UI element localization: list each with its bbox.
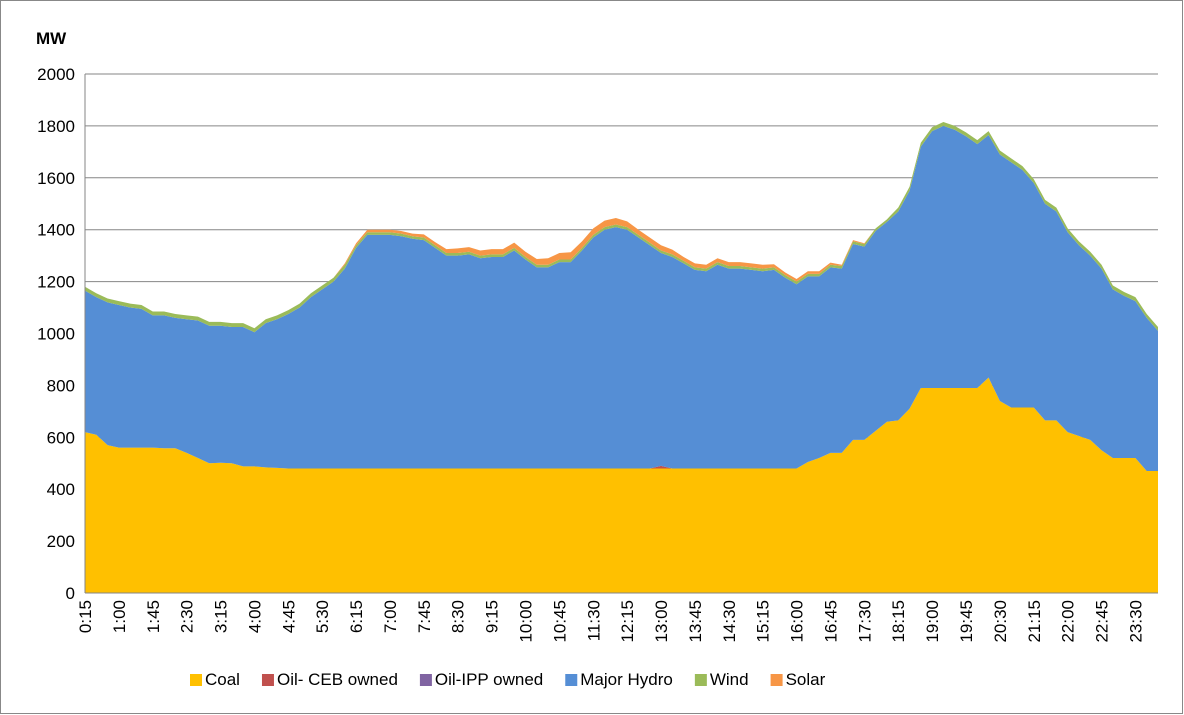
y-tick-label: 200 (47, 532, 75, 551)
legend-label: Solar (786, 670, 826, 689)
x-tick-label: 22:45 (1093, 600, 1112, 643)
legend: Coal Oil- CEB owned Oil-IPP owned Major Hyd… (190, 670, 826, 689)
y-tick-label: 1800 (37, 117, 75, 136)
x-tick-label: 5:30 (313, 600, 332, 633)
y-tick-label: 2000 (37, 65, 75, 84)
legend-swatch (261, 674, 274, 686)
x-tick-label: 22:00 (1059, 600, 1078, 643)
x-tick-label: 3:15 (212, 600, 231, 633)
y-tick-label: 800 (47, 376, 75, 395)
x-tick-label: 11:30 (584, 600, 603, 641)
x-tick-label: 10:00 (516, 600, 535, 643)
y-tick-label: 0 (66, 584, 75, 603)
area (85, 377, 1158, 593)
x-tick-label: 19:00 (923, 600, 942, 643)
x-tick-label: 2:30 (178, 600, 197, 633)
legend-label: Wind (710, 670, 749, 689)
x-tick-label: 12:15 (618, 600, 637, 643)
x-tick-label: 10:45 (550, 600, 569, 643)
legend-swatch (190, 674, 202, 686)
y-tick-label: 1400 (37, 221, 75, 240)
x-tick-label: 1:45 (144, 600, 163, 633)
y-tick-label: 1200 (37, 273, 75, 292)
x-tick-label: 0:15 (76, 600, 95, 633)
legend-swatch (419, 674, 432, 686)
x-tick-label: 7:00 (381, 600, 400, 633)
x-tick-label: 18:15 (889, 600, 908, 643)
x-tick-label: 19:45 (957, 600, 976, 643)
x-tick-label: 8:30 (449, 600, 468, 633)
legend-label: Major Hydro (580, 670, 673, 689)
x-tick-label: 4:00 (245, 600, 264, 633)
x-tick-label: 7:45 (415, 600, 434, 633)
x-tick-label: 17:30 (855, 600, 874, 643)
x-tick-label: 1:00 (110, 600, 129, 633)
y-tick-label: 1600 (37, 169, 75, 188)
area (85, 122, 1158, 333)
y-axis-label: MW (36, 29, 67, 48)
y-tick-label: 400 (47, 480, 75, 499)
x-tick-label: 13:45 (686, 600, 705, 643)
area (85, 125, 1158, 472)
x-tick-label: 16:00 (788, 600, 807, 643)
legend-label: Coal (205, 670, 240, 689)
legend-swatch (565, 674, 578, 686)
area (85, 122, 1158, 329)
legend-swatch (694, 674, 707, 686)
legend-label: Oil- CEB owned (277, 670, 398, 689)
x-tick-label: 6:15 (347, 600, 366, 633)
legend-label: Oil-IPP owned (435, 670, 543, 689)
y-tick-label: 1000 (37, 325, 75, 344)
x-tick-label: 15:15 (754, 600, 773, 643)
x-tick-label: 14:30 (720, 600, 739, 643)
legend-swatch (770, 674, 783, 686)
x-tick-label: 23:30 (1126, 600, 1145, 643)
x-tick-label: 20:30 (991, 600, 1010, 643)
y-tick-label: 600 (47, 428, 75, 447)
x-tick-label: 9:15 (483, 600, 502, 633)
x-tick-label: 21:15 (1025, 600, 1044, 643)
x-tick-label: 4:45 (279, 600, 298, 633)
x-tick-label: 16:45 (821, 600, 840, 643)
x-tick-label: 13:00 (652, 600, 671, 643)
